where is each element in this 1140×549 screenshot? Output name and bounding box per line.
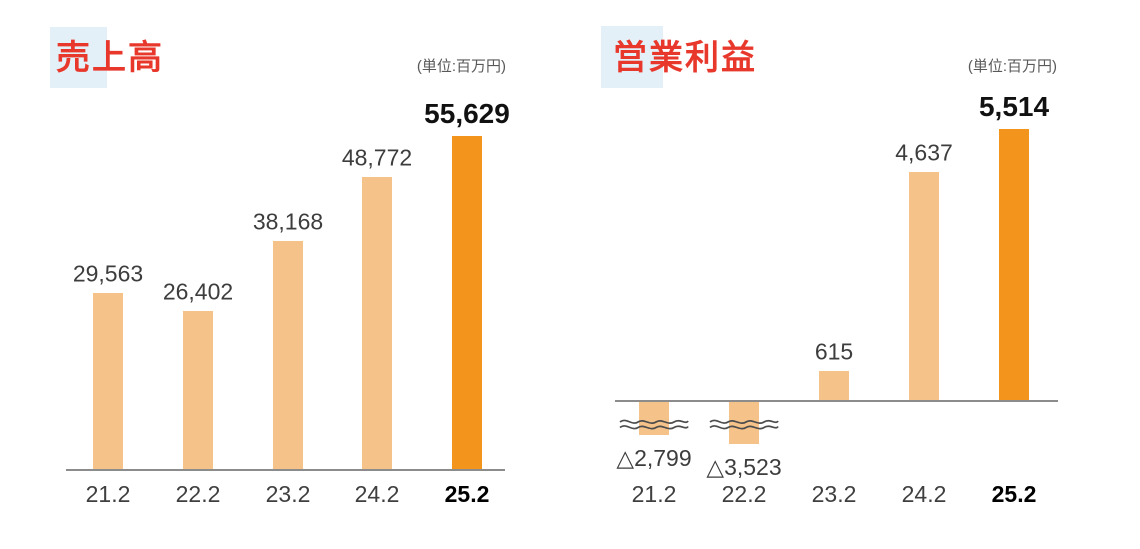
value-label-22.2: 26,402	[162, 278, 234, 305]
x-axis-label-25.2: 25.2	[444, 481, 490, 507]
bar-23.2	[273, 241, 303, 470]
axis-break-wave-icon	[618, 416, 690, 434]
bar-24.2	[909, 172, 939, 401]
sales-chart-panel: 売上高 (単位:百万円) 29,563 21.2 26,402 22.2 38,168 2…	[50, 27, 510, 507]
x-axis-line	[615, 400, 1058, 402]
x-axis-label-21.2: 21.2	[85, 481, 131, 507]
value-label-22.2: △3,523	[706, 454, 782, 480]
bar-24.2	[362, 177, 392, 470]
value-label-23.2: 615	[814, 338, 854, 365]
operating-income-title-highlight-box	[601, 26, 663, 88]
x-axis-label-21.2: 21.2	[631, 481, 677, 507]
operating-income-chart-title: 営業利益	[613, 39, 757, 77]
x-axis-line	[66, 469, 505, 471]
value-label-25.2: 55,629	[424, 98, 510, 130]
axis-break-wave-icon	[708, 416, 780, 434]
value-label-23.2: 38,168	[252, 208, 324, 235]
x-axis-label-24.2: 24.2	[901, 481, 947, 507]
operating-income-chart-panel: 営業利益 (単位:百万円) △2,799 21.2 △3,523 22.2 615 2…	[570, 0, 1140, 549]
value-label-24.2: 4,637	[895, 139, 953, 166]
value-label-21.2: 29,563	[72, 260, 144, 287]
x-axis-label-23.2: 23.2	[811, 481, 857, 507]
sales-unit-label: (単位:百万円)	[416, 58, 506, 75]
value-label-21.2: △2,799	[616, 445, 692, 471]
bar-21.2	[639, 401, 669, 435]
x-axis-label-23.2: 23.2	[265, 481, 311, 507]
value-label-25.2: 5,514	[978, 91, 1050, 123]
operating-income-unit-label: (単位:百万円)	[967, 58, 1057, 75]
sales-chart-title: 売上高	[56, 39, 164, 77]
x-axis-label-24.2: 24.2	[354, 481, 400, 507]
x-axis-label-22.2: 22.2	[721, 481, 767, 507]
bar-22.2	[183, 311, 213, 470]
sales-title-highlight-box	[50, 27, 107, 88]
bar-23.2	[819, 371, 849, 401]
bar-25.2	[999, 129, 1029, 401]
bar-21.2	[93, 293, 123, 470]
value-label-24.2: 48,772	[341, 144, 413, 171]
x-axis-label-25.2: 25.2	[991, 481, 1037, 507]
bar-25.2	[452, 136, 482, 470]
x-axis-label-22.2: 22.2	[175, 481, 221, 507]
